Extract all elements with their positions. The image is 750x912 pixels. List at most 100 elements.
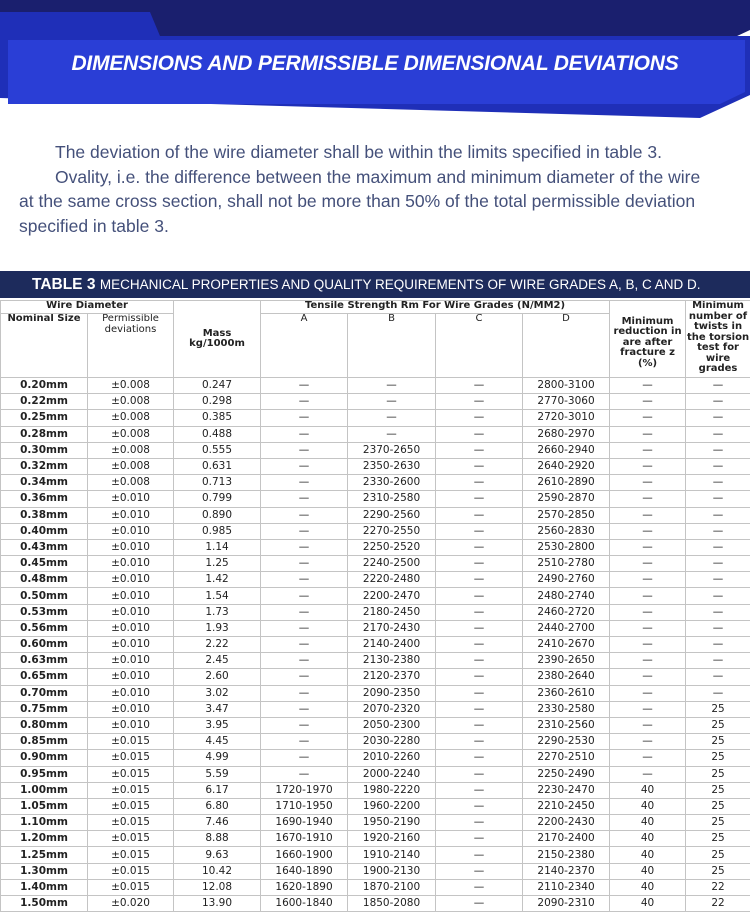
table-cell: 0.22mm bbox=[0, 393, 88, 411]
table-cell: — bbox=[685, 522, 750, 540]
table-cell: 0.43mm bbox=[0, 538, 88, 557]
table-cell: 1.50mm bbox=[0, 894, 88, 912]
table-cell: 2250-2490 bbox=[522, 765, 611, 783]
table-cell: ±0.008 bbox=[86, 409, 175, 427]
table-cell: 2720-3010 bbox=[522, 409, 611, 427]
table-cell: 2070-2320 bbox=[347, 700, 437, 718]
table-cell: 2050-2300 bbox=[347, 716, 437, 735]
table-cell: 2330-2580 bbox=[522, 700, 611, 718]
table-cell: — bbox=[685, 409, 750, 427]
table-cell: 0.32mm bbox=[0, 457, 88, 476]
table-cell: 1.14 bbox=[173, 538, 262, 557]
table-cell: 1.00mm bbox=[0, 781, 88, 799]
table-cell: 2000-2240 bbox=[347, 765, 437, 783]
table-cell: 0.40mm bbox=[0, 522, 88, 540]
table-row: 1.05mm ±0.015 6.80 1710-1950 1960-2200—2210-… bbox=[0, 797, 750, 816]
table-cell: — bbox=[609, 700, 687, 718]
table-cell: 0.85mm bbox=[0, 733, 88, 751]
table-cell: ±0.015 bbox=[86, 830, 175, 848]
table-cell: 0.36mm bbox=[0, 490, 88, 508]
table-cell: 1960-2200 bbox=[347, 797, 437, 816]
table-cell: ±0.010 bbox=[86, 700, 175, 718]
header-cell: Nominal Size bbox=[0, 313, 88, 378]
table-cell: 0.56mm bbox=[0, 619, 88, 638]
table-cell: — bbox=[685, 635, 750, 654]
table-row: 0.56mm ±0.010 1.93—2170-2430—2440-2700— — bbox=[0, 619, 750, 638]
table-cell: 1710-1950 bbox=[260, 797, 349, 816]
table-cell: ±0.010 bbox=[86, 538, 175, 557]
table-cell: — bbox=[685, 490, 750, 508]
table-cell: 0.38mm bbox=[0, 506, 88, 524]
table-cell: ±0.008 bbox=[86, 425, 175, 443]
table-cell: — bbox=[685, 587, 750, 605]
table-cell: — bbox=[609, 490, 687, 508]
table-cell: 1720-1970 bbox=[260, 781, 349, 799]
table-row: 0.70mm ±0.010 3.02—2090-2350—2360-2610— — bbox=[0, 684, 750, 702]
table-cell: 2590-2870 bbox=[522, 490, 611, 508]
table-cell: 1660-1900 bbox=[260, 846, 349, 864]
table-cell: 0.60mm bbox=[0, 635, 88, 654]
table-cell: — bbox=[260, 506, 349, 524]
table-cell: 2010-2260 bbox=[347, 749, 437, 767]
table-row: 1.10mm ±0.015 7.46 1690-1940 1950-2190—2200-… bbox=[0, 814, 750, 832]
table-cell: — bbox=[347, 409, 437, 427]
table-cell: 2570-2850 bbox=[522, 506, 611, 524]
table-cell: 2030-2280 bbox=[347, 733, 437, 751]
table-cell: ±0.008 bbox=[86, 393, 175, 411]
table-cell: 1.42 bbox=[173, 571, 262, 589]
table-cell: ±0.015 bbox=[86, 781, 175, 799]
table-cell: 2380-2640 bbox=[522, 668, 611, 686]
table-cell: — bbox=[609, 441, 687, 459]
table-cell: 1950-2190 bbox=[347, 814, 437, 832]
table-cell: 40 bbox=[609, 797, 687, 816]
table-cell: 2090-2350 bbox=[347, 684, 437, 702]
table-cell: — bbox=[609, 587, 687, 605]
table-cell: 0.488 bbox=[173, 425, 262, 443]
table-cell: ±0.008 bbox=[86, 457, 175, 476]
table-cell: ±0.015 bbox=[86, 749, 175, 767]
table-cell: 2170-2400 bbox=[522, 830, 611, 848]
table-cell: — bbox=[260, 409, 349, 427]
table-cell: — bbox=[260, 603, 349, 621]
table-cell: 0.63mm bbox=[0, 652, 88, 670]
table-cell: — bbox=[435, 862, 524, 880]
table-cell: — bbox=[435, 684, 524, 702]
table-cell: ±0.010 bbox=[86, 619, 175, 638]
header-cell: B bbox=[347, 313, 437, 378]
table-row: 1.30mm ±0.015 10.42 1640-1890 1900-2130—2140… bbox=[0, 862, 750, 880]
table-cell: — bbox=[260, 668, 349, 686]
table-cell: 2140-2400 bbox=[347, 635, 437, 654]
table-cell: 2530-2800 bbox=[522, 538, 611, 557]
table-body: 0.20mm ±0.008 0.247— — —2800-3100— —0.22mm ±0.… bbox=[0, 376, 750, 912]
table-cell: ±0.015 bbox=[86, 846, 175, 864]
table-cell: 40 bbox=[609, 846, 687, 864]
table-cell: — bbox=[685, 555, 750, 573]
table-cell: — bbox=[435, 490, 524, 508]
table-cell: 1.40mm bbox=[0, 878, 88, 897]
table-cell: 1600-1840 bbox=[260, 894, 349, 912]
table-cell: 2680-2970 bbox=[522, 425, 611, 443]
table-cell: — bbox=[435, 781, 524, 799]
table-row: 0.43mm ±0.010 1.14—2250-2520—2530-2800— — bbox=[0, 538, 750, 557]
intro: The deviation of the wire diameter shall… bbox=[19, 140, 719, 238]
table-cell: 2180-2450 bbox=[347, 603, 437, 621]
table-cell: — bbox=[685, 376, 750, 395]
table-row: 0.28mm ±0.008 0.488— — —2680-2970— — bbox=[0, 425, 750, 443]
table-cell: — bbox=[347, 376, 437, 395]
table-cell: — bbox=[685, 441, 750, 459]
header-cell: Permissible deviations bbox=[86, 313, 175, 378]
table-cell: 2410-2670 bbox=[522, 635, 611, 654]
table-cell: 0.555 bbox=[173, 441, 262, 459]
table-cell: 40 bbox=[609, 830, 687, 848]
table-cell: — bbox=[260, 733, 349, 751]
table-row: 0.48mm ±0.010 1.42—2220-2480—2490-2760— — bbox=[0, 571, 750, 589]
table-cell: — bbox=[435, 393, 524, 411]
table-cell: 2270-2550 bbox=[347, 522, 437, 540]
table-cell: — bbox=[260, 571, 349, 589]
caption-text: MECHANICAL PROPERTIES AND QUALITY REQUIR… bbox=[99, 277, 701, 292]
table-cell: 25 bbox=[685, 765, 750, 783]
table-cell: — bbox=[435, 749, 524, 767]
table-cell: 1.93 bbox=[173, 619, 262, 638]
table-cell: — bbox=[609, 425, 687, 443]
